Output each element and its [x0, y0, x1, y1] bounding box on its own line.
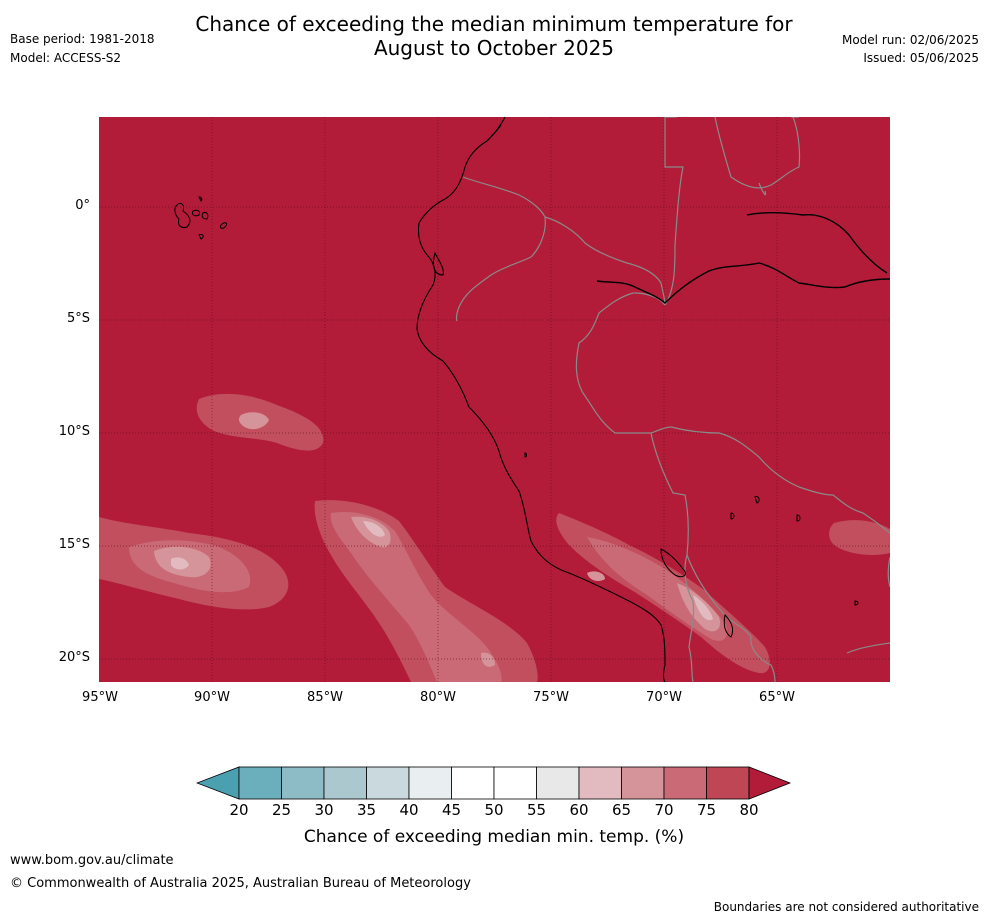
- map-title: Chance of exceeding the median minimum t…: [0, 12, 988, 60]
- colorbar-cell: [536, 766, 580, 800]
- colorbar-title: Chance of exceeding median min. temp. (%…: [303, 827, 685, 847]
- lon-label-80w: 80°W: [420, 690, 456, 705]
- colorbar-tick-label: 80: [739, 801, 759, 819]
- colorbar-cell: [706, 766, 750, 800]
- model-run-text: Model run: 02/06/2025: [841, 33, 979, 47]
- colorbar-tick-label: 75: [696, 801, 717, 819]
- model-text: Model: ACCESS-S2: [10, 51, 122, 65]
- colorbar-tick-label: 30: [314, 801, 334, 819]
- colorbar-tick-label: 20: [229, 801, 249, 819]
- lon-label-65w: 65°W: [759, 690, 795, 705]
- shading-patch-altiplano-55: [693, 595, 713, 621]
- colorbar-tick-label: 35: [356, 801, 377, 819]
- lake-east-4: [854, 600, 859, 606]
- colorbar-cell: [408, 766, 452, 800]
- island-galapagos-2: [192, 209, 200, 217]
- lake-titicaca: [660, 548, 686, 578]
- shading-patch-central-south: [481, 652, 495, 667]
- islands: [174, 196, 859, 638]
- shading-patch-east: [829, 520, 890, 555]
- website-text: www.bom.gov.au/climate: [10, 853, 174, 868]
- colorbar-tick-label: 70: [654, 801, 674, 819]
- lon-label-70w: 70°W: [646, 690, 682, 705]
- river-upper: [746, 212, 888, 274]
- island-galapagos-main: [174, 202, 191, 228]
- lat-label-20s: 20°S: [58, 650, 90, 665]
- colorbar-cell: [281, 766, 325, 800]
- colorbar-cell: [621, 766, 665, 800]
- island-galapagos-6: [198, 196, 203, 202]
- colorbar-cell: [663, 766, 707, 800]
- coastline-gulf: [432, 251, 444, 276]
- colorbar-tick-label: 55: [526, 801, 547, 819]
- title-line-2: August to October 2025: [373, 36, 615, 60]
- colorbar-cell: [323, 766, 367, 800]
- island-galapagos-3: [201, 212, 209, 220]
- lon-label-75w: 75°W: [533, 690, 569, 705]
- country-borders: [455, 117, 890, 682]
- map-canvas: [99, 117, 890, 682]
- colorbar-cell: [366, 766, 410, 800]
- lake-poopo: [723, 613, 734, 638]
- colorbar-cell: [451, 766, 495, 800]
- colorbar-arrow-low: [196, 766, 240, 800]
- coastline-north: [486, 124, 502, 142]
- colorbar-tick-label: 60: [569, 801, 589, 819]
- colorbar-tick-label: 50: [484, 801, 504, 819]
- graticule: [99, 117, 890, 682]
- shading-patch-west-55: [171, 557, 189, 570]
- lake-east-2: [730, 512, 735, 520]
- colorbar-cell: [238, 766, 282, 800]
- shading-patch-altiplano-spot: [587, 571, 605, 581]
- colorbar-tick-label: 45: [441, 801, 462, 819]
- island-galapagos-4: [220, 222, 228, 229]
- shading-patch-galapagos-south-inner: [238, 412, 269, 430]
- probability-shading: [99, 393, 890, 682]
- lon-label-95w: 95°W: [82, 690, 118, 705]
- disclaimer-text: Boundaries are not considered authoritat…: [713, 900, 979, 914]
- base-period-text: Base period: 1981-2018: [10, 32, 155, 46]
- island-galapagos-5: [198, 234, 204, 240]
- colorbar-cell: [578, 766, 622, 800]
- river-amazon: [596, 262, 890, 304]
- coastlines: [416, 117, 666, 682]
- coastline-pacific: [416, 117, 666, 682]
- shading-patch-central-55: [363, 521, 385, 537]
- copyright-text: © Commonwealth of Australia 2025, Austra…: [10, 876, 471, 891]
- lat-label-5s: 5°S: [66, 311, 90, 326]
- colorbar-tick-label: 65: [611, 801, 632, 819]
- lon-label-90w: 90°W: [194, 690, 230, 705]
- lake-east-1: [754, 496, 760, 504]
- colorbar: [196, 766, 792, 800]
- colorbar-cell: [493, 766, 537, 800]
- issued-text: Issued: 05/06/2025: [863, 51, 979, 65]
- colorbar-tick-label: 25: [271, 801, 292, 819]
- lon-label-85w: 85°W: [307, 690, 343, 705]
- rivers: [596, 212, 890, 304]
- lat-label-10s: 10°S: [58, 424, 90, 439]
- colorbar-tick-label: 40: [399, 801, 419, 819]
- colorbar-arrow-high: [748, 766, 792, 800]
- lat-label-15s: 15°S: [58, 537, 90, 552]
- title-line-1: Chance of exceeding the median minimum t…: [195, 12, 793, 36]
- shading-patch-central-65: [330, 511, 502, 682]
- lake-north-1: [524, 452, 527, 458]
- lat-label-0: 0°: [75, 198, 90, 213]
- lake-east-3: [796, 514, 801, 522]
